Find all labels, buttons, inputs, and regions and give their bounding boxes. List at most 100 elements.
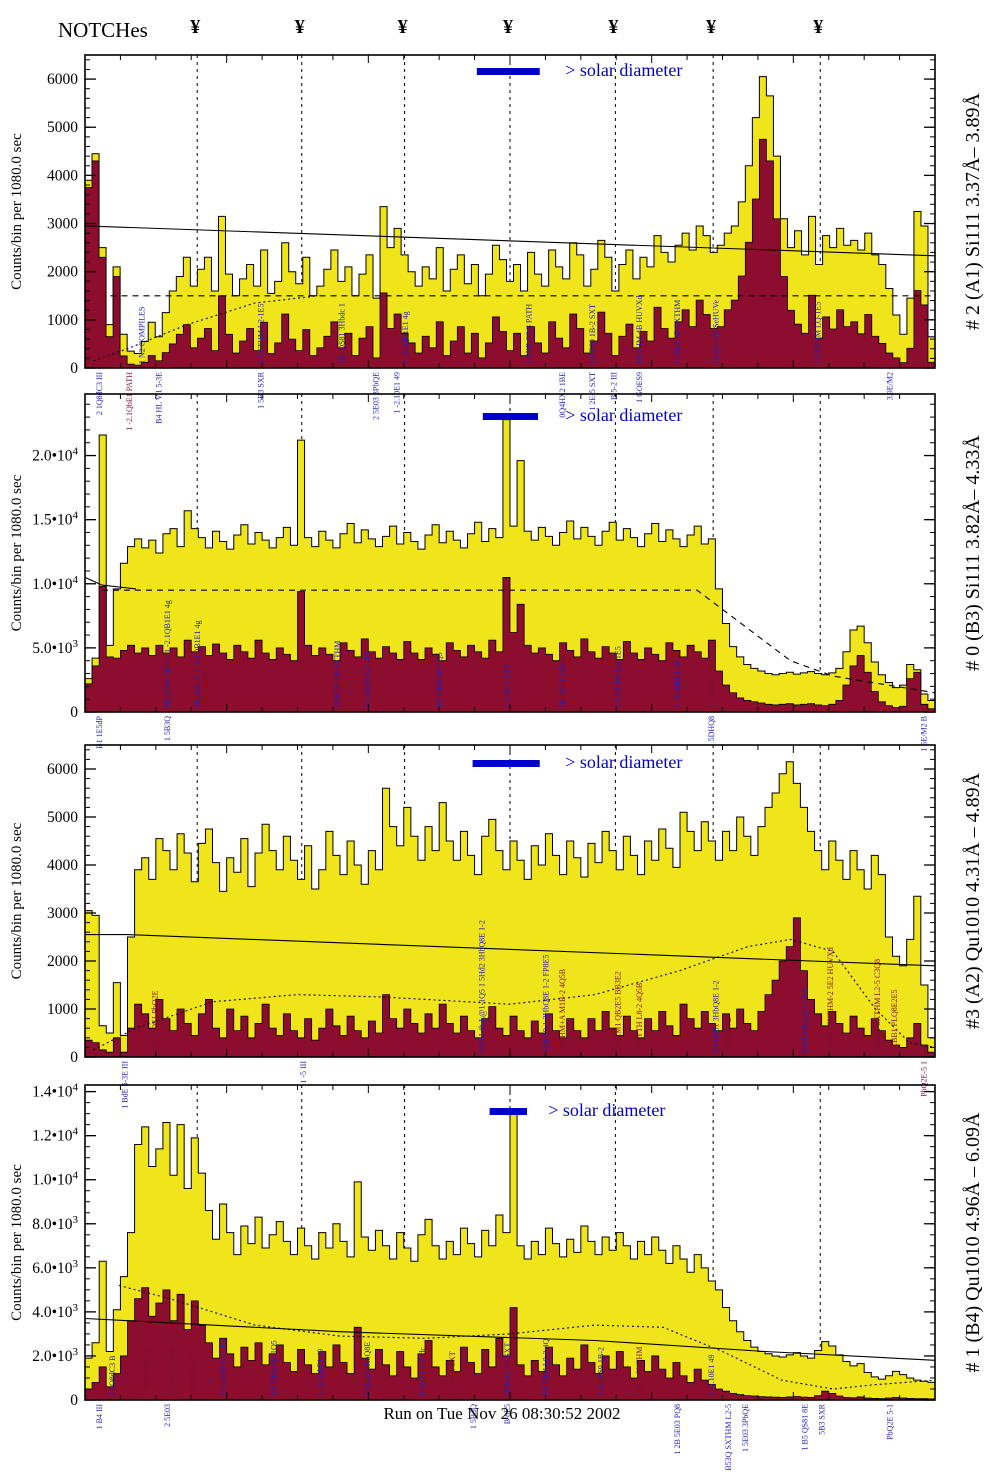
event-annotation: SXTHM L8-2 4Q: [541, 1338, 550, 1396]
y-tick-label: 5000: [47, 809, 78, 826]
solid-guide-curve: [84, 1317, 936, 1361]
y-tick-label: 6000: [47, 761, 78, 778]
event-annotation: 1 SBE4 7B: [724, 1017, 733, 1053]
solar-diameter-bar: [482, 413, 539, 420]
solid-guide-curve: [85, 934, 936, 967]
solid-guide-curve: [84, 225, 936, 257]
y-tick-label: 2000: [47, 953, 78, 970]
event-annotation: 2 B53 1 SXTHM L2-5 C3Q8: [873, 959, 882, 1053]
dotted-guide-curve: [93, 295, 315, 362]
event-annotation-below-axis: B53Q SXTHM L2-5: [724, 1404, 733, 1471]
solar-diameter-label: > solar diameter: [548, 1100, 665, 1120]
y-tick-label: 1000: [47, 312, 78, 329]
event-annotation-below-axis: 1 -5 III: [299, 1061, 308, 1084]
y-tick-label: 5.0•103: [32, 638, 78, 657]
dotted-guide-curve: [93, 938, 936, 1051]
event-annotation-below-axis: 1 -2.10E1 49: [393, 372, 402, 414]
event-annotation: 1 5B3Q SXTHM-2 5E2 HUVXd: [826, 947, 835, 1053]
panel-0-canvas: 1 N2 COMPILES 1 SXTHM L2-1E5 5B_QS81 3Hbdc…: [9, 54, 936, 431]
event-annotation: GES2M1 QB2E5 BB3E2: [614, 971, 623, 1053]
y-tick-label: 6000: [47, 71, 78, 88]
event-annotation: 5DXA1 8E SXT: [503, 1343, 512, 1396]
event-annotation: 1 GOES9 L2-1E5: [363, 651, 372, 708]
event-annotation: PATH 4b L@1-5 8E: [801, 988, 810, 1053]
event-annotation: B53 1 SXTHM: [635, 1347, 644, 1396]
event-annotation-below-axis: 5DHQ8: [707, 716, 716, 741]
event-annotation-below-axis: 1 5E03 3PbQE: [741, 1404, 750, 1452]
event-annotation: SXTHM 4B-1Q5: [435, 652, 444, 708]
y-tick-label: 0: [70, 1392, 78, 1409]
event-annotation-below-axis: 2 5E03 3PbQE: [371, 372, 380, 420]
y-tick-label: 1.4•104: [32, 1082, 78, 1101]
y-axis-title: Counts/bin per 1080.0 sec: [9, 1164, 25, 1321]
y-tick-label: 1000: [47, 1001, 78, 1018]
event-annotation-below-axis: 1 2E-5 SXT: [588, 372, 597, 411]
event-annotation: 5B QS81 3Hbdc: [558, 655, 567, 708]
notch-yen-marker-2: ¥: [397, 16, 408, 38]
event-annotation: PATH 4b L@1-1Q5 1 5Hd2 3HbQ8E 1-2: [478, 920, 487, 1053]
event-annotation-below-axis: 2 5E03: [163, 1404, 172, 1427]
panel-1-canvas: SB_0581 3Hbdc 1 -2.1QB1E1 4g 3HbQ8C5 1 -2…: [9, 393, 936, 752]
event-annotation: SXTHM+A M1B-2 4Q5B: [558, 969, 567, 1053]
y-tick-label: 0: [70, 704, 78, 721]
event-annotation: 1 N2 COMPILES: [138, 307, 147, 364]
channel-label-panel-2: #3 (A2) Qu1010 4.31Å – 4.89Å: [962, 772, 984, 1030]
channel-label-panel-3: # 1 (B4) Qu1010 4.96Å – 6.09Å: [962, 1112, 984, 1373]
event-annotation: SB_0581 3Hbdc 1 -2.1QB1E1 4g: [163, 600, 172, 708]
solar-diameter-bar: [472, 760, 540, 767]
notch-yen-marker-6: ¥: [813, 16, 824, 38]
event-annotation: 1 -2.1QbE1 49: [316, 1349, 325, 1396]
event-annotation: 5DHQ8-1B SXTHM: [333, 641, 342, 708]
event-annotation-below-axis: 1 5B3Q: [163, 716, 172, 741]
event-annotation-below-axis: B 8E5: [503, 1404, 512, 1424]
solar-diameter-label: > solar diameter: [565, 752, 682, 772]
y-tick-label: 4.0•103: [32, 1302, 78, 1321]
channel-label-panel-0: # 2 (A1) Si111 3.37Å– 3.89Å: [962, 93, 984, 330]
y-tick-label: 2.0•104: [32, 446, 78, 465]
yellow-histogram: [85, 76, 935, 369]
event-annotation: 5 1BB1 PLQ8E2E5: [890, 989, 899, 1053]
y-axis-title: Counts/bin per 1080.0 sec: [9, 474, 25, 631]
event-annotation-below-axis: 1 -2.1QbE1 PATH: [125, 372, 134, 431]
y-tick-label: 4000: [47, 167, 78, 184]
event-annotation: 1 -2.1QB1E1 4g: [401, 311, 410, 364]
event-annotation: 1 GOES9 L2-1E5: [218, 1339, 227, 1396]
y-axis-title: Counts/bin per 1080.0 sec: [9, 133, 25, 290]
event-annotation: 5B3Q 8E SXT: [189, 1349, 198, 1396]
event-annotation-below-axis: 1 5B3 SXR: [257, 371, 266, 409]
yellow-histogram-outline: [85, 76, 935, 355]
y-tick-label: 0: [70, 360, 78, 377]
y-tick-label: 3000: [47, 905, 78, 922]
event-annotation-below-axis: 1 B5 QS81 8E: [801, 1404, 810, 1451]
event-annotation-below-axis: 1 GOES9: [635, 372, 644, 403]
y-tick-label: 0: [70, 1049, 78, 1066]
maroon-histogram-outline: [85, 576, 935, 710]
event-annotation: 1 2.3E-5 SXT: [448, 1351, 457, 1396]
y-tick-label: 2000: [47, 264, 78, 281]
dotted-guide-curve: [118, 1284, 936, 1390]
dashed-guide-curve: [102, 589, 936, 694]
event-annotation-below-axis: 1 B4 III: [95, 1404, 104, 1430]
event-annotation: 1 5B3 SXR 4B: [142, 1348, 151, 1396]
y-tick-label: 8.0•103: [32, 1214, 78, 1233]
event-annotation: 1 SXTHM LB-1E5: [614, 646, 623, 708]
y-tick-label: 6.0•103: [32, 1258, 78, 1277]
notch-yen-marker-1: ¥: [294, 16, 305, 38]
event-annotation: B QS81 3Hbdc: [418, 1347, 427, 1396]
event-annotation: B 5H2 QS1 PbQ2E: [150, 990, 159, 1053]
event-annotation-below-axis: 1 5B3Q: [469, 1404, 478, 1429]
y-tick-label: 5000: [47, 119, 78, 136]
maroon-histogram-outline: [85, 1287, 935, 1400]
yellow-histogram-outline: [85, 419, 935, 701]
event-annotation: 1 -2.10E1 49: [707, 1354, 716, 1396]
y-axis-title: Counts/bin per 1080.0 sec: [9, 822, 25, 979]
event-annotation-below-axis: PbQ2E-5 1: [920, 1061, 929, 1097]
panel-3-canvas: 2 1Q8dC3 B 1 5B3 SXR 4B B53Q SXTHM L2 5B3Q …: [9, 1082, 936, 1471]
event-annotation: 1 7RbE 4b SXTHM: [673, 300, 682, 364]
notch-yen-marker-4: ¥: [608, 16, 619, 38]
event-annotation: 2 1Q8dC3 B: [108, 1356, 117, 1396]
event-annotation: 1 SXR C2.3 PATH: [524, 304, 533, 364]
solid-guide-curve: [84, 576, 137, 590]
event-annotation: 1 5B3 SXR: [201, 670, 210, 708]
panel-2-canvas: B 5H2 QS1 PbQ2E PATH 4b L@1-1Q5 1 5Hd2 3H…: [9, 744, 936, 1109]
